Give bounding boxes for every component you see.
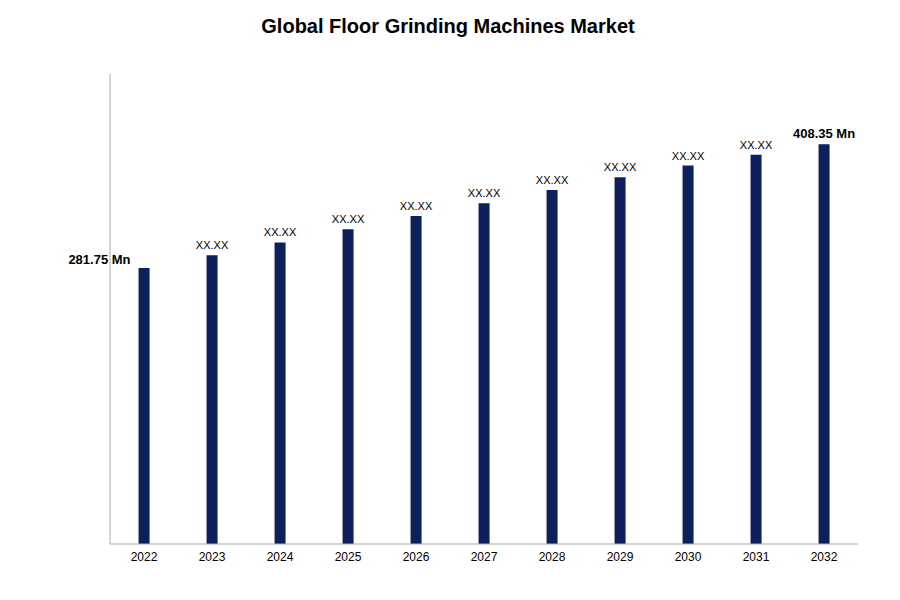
- svg-text:XX.XX: XX.XX: [400, 200, 433, 212]
- svg-text:281.75 Mn: 281.75 Mn: [68, 252, 130, 267]
- svg-text:2023: 2023: [199, 550, 226, 564]
- svg-text:XX.XX: XX.XX: [672, 150, 705, 162]
- svg-text:XX.XX: XX.XX: [264, 226, 297, 238]
- svg-text:2026: 2026: [403, 550, 430, 564]
- svg-text:2024: 2024: [267, 550, 294, 564]
- svg-text:XX.XX: XX.XX: [468, 187, 501, 199]
- svg-text:2027: 2027: [471, 550, 498, 564]
- svg-text:2031: 2031: [743, 550, 770, 564]
- svg-text:XX.XX: XX.XX: [196, 239, 229, 251]
- svg-text:2025: 2025: [335, 550, 362, 564]
- svg-text:XX.XX: XX.XX: [332, 213, 365, 225]
- svg-text:XX.XX: XX.XX: [740, 139, 773, 151]
- svg-text:2032: 2032: [811, 550, 838, 564]
- svg-text:408.35 Mn: 408.35 Mn: [793, 126, 855, 141]
- svg-text:XX.XX: XX.XX: [604, 161, 637, 173]
- svg-text:2030: 2030: [675, 550, 702, 564]
- svg-text:2029: 2029: [607, 550, 634, 564]
- svg-text:XX.XX: XX.XX: [536, 174, 569, 186]
- html-text:Global Floor Grinding Machines: Global Floor Grinding Machines Market: [261, 15, 635, 37]
- svg-text:2028: 2028: [539, 550, 566, 564]
- svg-text:2022: 2022: [131, 550, 158, 564]
